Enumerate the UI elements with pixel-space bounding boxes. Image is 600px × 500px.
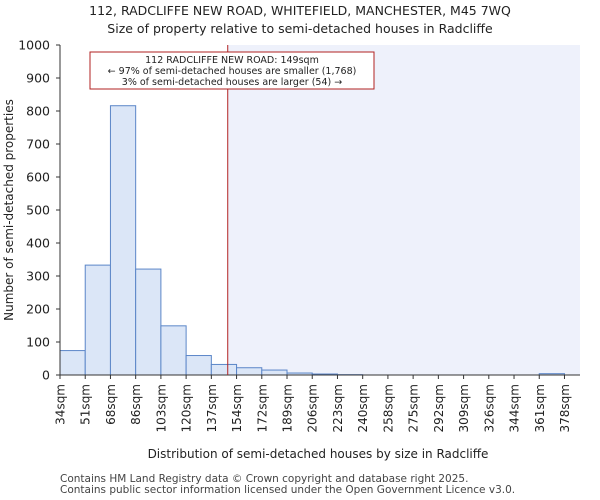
- x-tick-label: 309sqm: [457, 384, 471, 432]
- x-tick-label: 361sqm: [533, 384, 547, 432]
- x-tick-label: 223sqm: [331, 384, 345, 432]
- bar-120sqm: [185, 355, 212, 376]
- annotation-line-2: ← 97% of semi-detached houses are smalle…: [108, 66, 357, 77]
- annotation-line-3: 3% of semi-detached houses are larger (5…: [122, 77, 342, 88]
- y-tick-label: 700: [26, 137, 50, 152]
- x-axis-label: Distribution of semi-detached houses by …: [148, 447, 489, 461]
- y-tick-label: 1000: [18, 38, 50, 53]
- x-tick-label: 344sqm: [508, 384, 522, 432]
- x-tick-label: 378sqm: [558, 384, 572, 432]
- y-tick-label: 600: [26, 170, 50, 185]
- chart-subtitle: Size of property relative to semi-detach…: [107, 21, 493, 36]
- x-tick-label: 275sqm: [407, 384, 421, 432]
- x-tick-label: 103sqm: [154, 384, 168, 432]
- x-tick-label: 154sqm: [230, 384, 244, 432]
- y-tick-label: 900: [26, 71, 50, 86]
- y-axis-label: Number of semi-detached properties: [2, 99, 16, 321]
- bar-103sqm: [160, 325, 187, 376]
- bar-154sqm: [236, 367, 263, 376]
- annotation-line-1: 112 RADCLIFFE NEW ROAD: 149sqm: [145, 55, 319, 66]
- highlight-region: [227, 45, 580, 375]
- x-tick-label: 51sqm: [79, 384, 93, 425]
- footer-line-2: Contains public sector information licen…: [60, 484, 516, 496]
- bar-51sqm: [84, 264, 111, 376]
- y-tick-label: 0: [42, 368, 50, 383]
- x-tick-label: 258sqm: [381, 384, 395, 432]
- bar-34sqm: [59, 350, 86, 376]
- chart-title: 112, RADCLIFFE NEW ROAD, WHITEFIELD, MAN…: [89, 3, 511, 18]
- bar-137sqm: [210, 363, 238, 376]
- x-tick-label: 292sqm: [432, 384, 446, 432]
- footer-line-1: Contains HM Land Registry data © Crown c…: [60, 473, 469, 485]
- y-tick-label: 400: [26, 236, 50, 251]
- y-tick-label: 300: [26, 269, 50, 284]
- x-tick-label: 34sqm: [54, 384, 68, 425]
- x-tick-label: 86sqm: [129, 384, 143, 425]
- x-tick-label: 240sqm: [356, 384, 370, 432]
- annotation-box: 112 RADCLIFFE NEW ROAD: 149sqm ← 97% of …: [89, 51, 375, 90]
- x-tick-label: 189sqm: [281, 384, 295, 432]
- y-tick-label: 800: [26, 104, 50, 119]
- x-tick-label: 172sqm: [255, 384, 269, 432]
- x-tick-label: 120sqm: [180, 384, 194, 432]
- y-tick-label: 100: [26, 335, 50, 350]
- bar-86sqm: [135, 268, 162, 376]
- bar-172sqm: [261, 369, 288, 376]
- y-tick-label: 200: [26, 302, 50, 317]
- x-tick-label: 137sqm: [205, 384, 219, 432]
- bar-68sqm: [109, 105, 137, 376]
- x-tick-label: 206sqm: [306, 384, 320, 432]
- y-tick-label: 500: [26, 203, 50, 218]
- x-tick-label: 326sqm: [482, 384, 496, 432]
- x-tick-label: 68sqm: [104, 384, 118, 425]
